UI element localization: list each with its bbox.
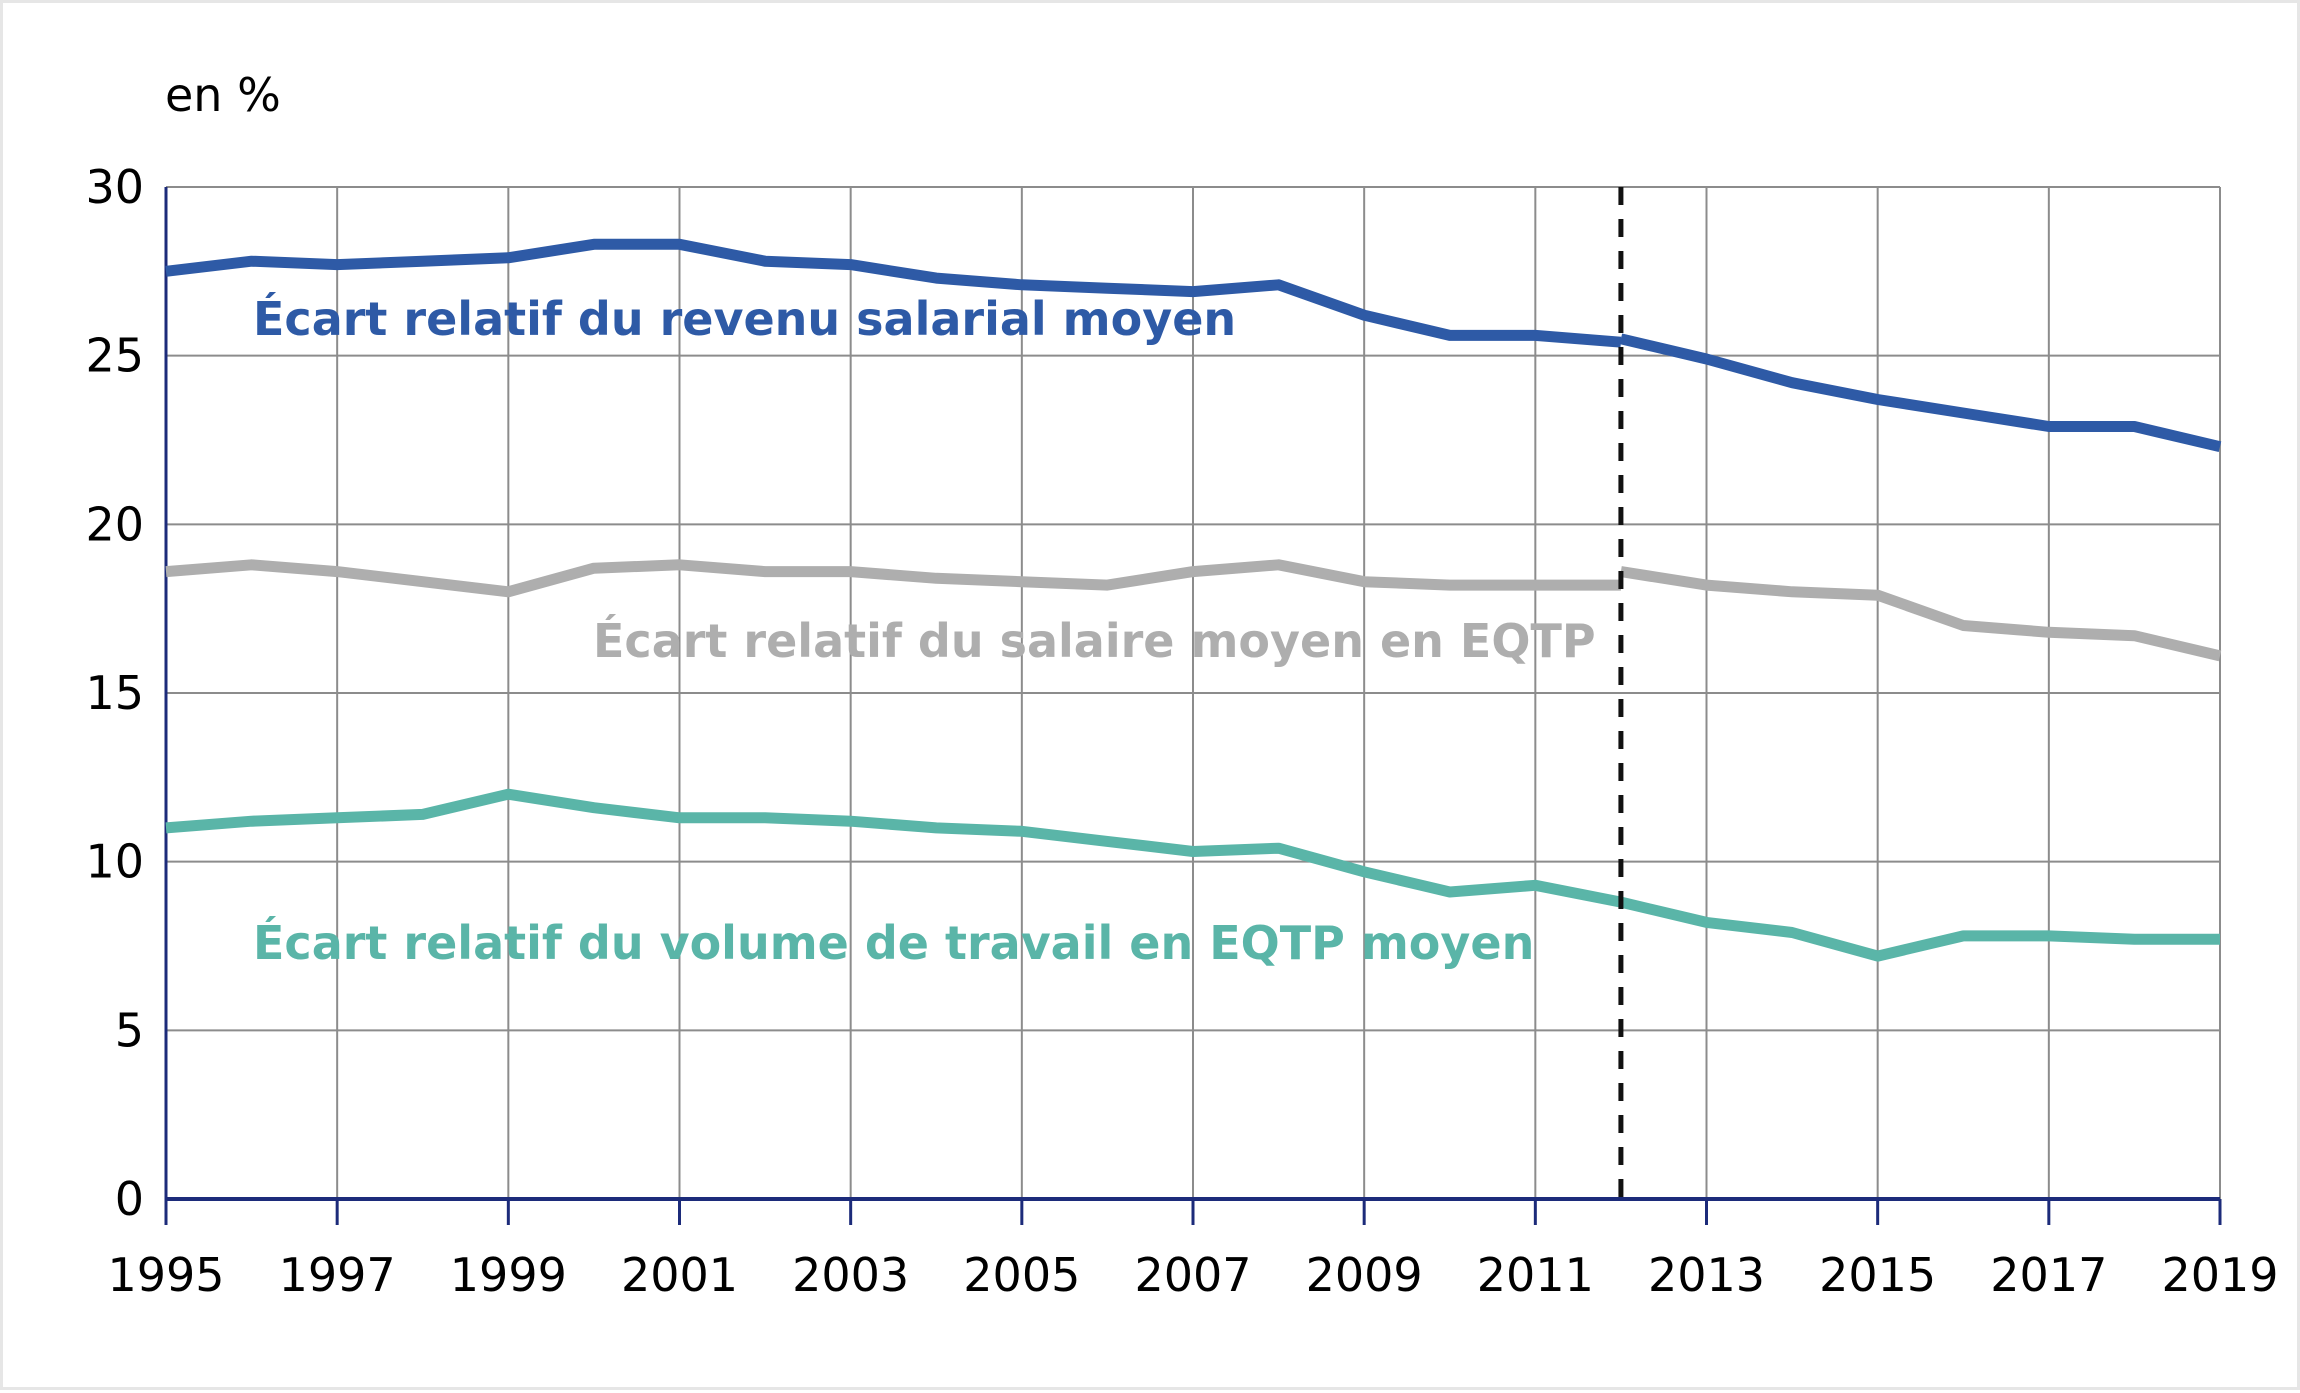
series-line-2-part1 bbox=[165, 788, 1622, 908]
series-line-2-part2 bbox=[1619, 896, 2220, 962]
axis-ticks: 0 5 10 15 20 25 30 1995 1997 1999 2001 2003 2005 2007… bbox=[85, 160, 2278, 1302]
y-tick-label: 0 bbox=[115, 1172, 144, 1226]
x-tick-label: 2011 bbox=[1477, 1248, 1594, 1302]
x-tick-label: 2017 bbox=[1990, 1248, 2107, 1302]
y-unit-label: en % bbox=[165, 68, 281, 122]
x-tick-label: 2005 bbox=[963, 1248, 1080, 1302]
series-line-1-part1 bbox=[165, 559, 1621, 598]
x-tick-label: 2013 bbox=[1648, 1248, 1765, 1302]
series-label-salaire: Écart relatif du salaire moyen en EQTP bbox=[593, 614, 1596, 668]
line-chart: en % Écart relatif du revenu salarial mo… bbox=[85, 68, 2278, 1302]
y-tick-label: 20 bbox=[85, 497, 144, 551]
y-tick-label: 10 bbox=[85, 835, 144, 889]
x-tick-label: 2015 bbox=[1819, 1248, 1936, 1302]
y-tick-label: 25 bbox=[85, 329, 144, 383]
x-tick-label: 2009 bbox=[1306, 1248, 1423, 1302]
y-tick-label: 5 bbox=[115, 1003, 144, 1057]
x-tick-label: 2001 bbox=[621, 1248, 738, 1302]
series-label-volume: Écart relatif du volume de travail en EQ… bbox=[253, 916, 1534, 970]
x-tick-label: 1997 bbox=[279, 1248, 396, 1302]
series-label-revenu: Écart relatif du revenu salarial moyen bbox=[253, 292, 1236, 346]
series-line-1-part2 bbox=[1620, 566, 2222, 662]
x-tick-label: 1999 bbox=[450, 1248, 567, 1302]
x-tick-label: 2007 bbox=[1134, 1248, 1251, 1302]
y-tick-label: 30 bbox=[85, 160, 144, 214]
series-line-0-part1 bbox=[165, 238, 1622, 348]
series-line-0-part2 bbox=[1619, 333, 2222, 453]
series-labels: Écart relatif du revenu salarial moyen É… bbox=[253, 292, 1596, 970]
x-tick-label: 1995 bbox=[107, 1248, 224, 1302]
grid bbox=[164, 186, 2222, 1225]
x-tick-label: 2003 bbox=[792, 1248, 909, 1302]
series-lines bbox=[165, 187, 2222, 1199]
x-tick-label: 2019 bbox=[2161, 1248, 2278, 1302]
y-tick-label: 15 bbox=[85, 666, 144, 720]
